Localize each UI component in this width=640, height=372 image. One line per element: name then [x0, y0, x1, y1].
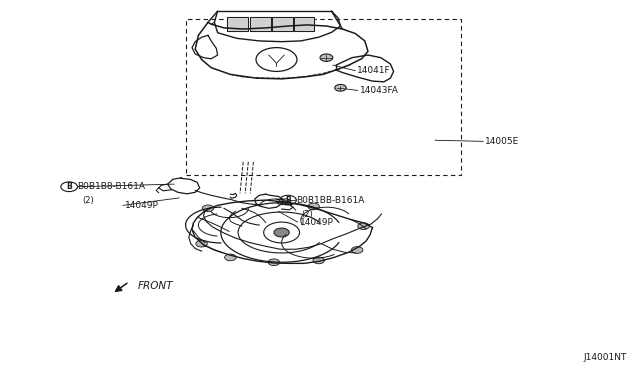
Circle shape: [268, 259, 280, 266]
Polygon shape: [227, 17, 248, 31]
Text: (2): (2): [82, 196, 93, 205]
Text: 14043FA: 14043FA: [360, 86, 399, 95]
Circle shape: [274, 228, 289, 237]
Text: B: B: [285, 196, 291, 205]
Polygon shape: [294, 17, 314, 31]
Circle shape: [358, 223, 369, 230]
Text: 14049P: 14049P: [300, 218, 333, 227]
Circle shape: [351, 247, 363, 253]
Text: FRONT: FRONT: [138, 281, 173, 291]
Bar: [186, 19, 461, 175]
Text: B0B1B8-B161A: B0B1B8-B161A: [77, 182, 145, 191]
Circle shape: [335, 84, 346, 91]
Text: B0B1BB-B161A: B0B1BB-B161A: [296, 196, 364, 205]
Circle shape: [313, 257, 324, 264]
Polygon shape: [250, 17, 271, 31]
Text: (2): (2): [301, 210, 312, 219]
Text: 14005E: 14005E: [485, 137, 520, 146]
Circle shape: [320, 54, 333, 61]
Circle shape: [202, 205, 214, 212]
Text: 14041F: 14041F: [357, 66, 391, 75]
Circle shape: [308, 203, 319, 210]
Text: B: B: [67, 182, 72, 191]
Polygon shape: [272, 17, 293, 31]
Circle shape: [225, 254, 236, 261]
Circle shape: [196, 240, 207, 247]
Text: 14049P: 14049P: [125, 201, 159, 210]
Text: J14001NT: J14001NT: [584, 353, 627, 362]
